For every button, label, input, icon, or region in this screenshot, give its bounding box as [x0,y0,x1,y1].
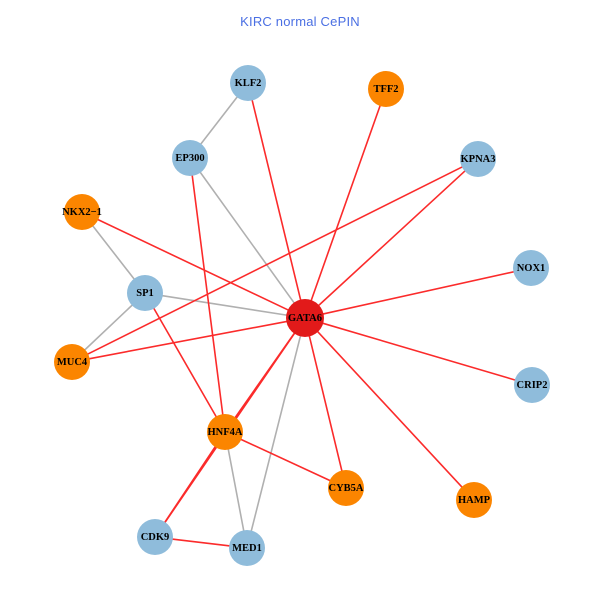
node-label: KPNA3 [461,154,496,165]
node-label: TFF2 [373,84,398,95]
node-label: CYB5A [328,483,363,494]
graph-edge [163,444,217,525]
graph-edge [250,333,302,534]
graph-edge [198,94,240,147]
graph-node[interactable]: KPNA3 [460,141,496,177]
node-circle[interactable] [456,482,492,518]
graph-edge [308,333,344,474]
graph-edge [320,270,517,316]
node-label: KLF2 [235,78,262,89]
graph-node[interactable]: MED1 [229,530,265,566]
node-circle[interactable] [460,141,496,177]
node-circle[interactable] [286,299,324,337]
node-label: GATA6 [288,313,322,324]
graph-edge [320,322,518,382]
graph-edge [95,218,291,312]
graph-node[interactable]: EP300 [172,140,208,176]
graph-node[interactable]: CDK9 [137,519,173,555]
graph-edge [86,320,290,360]
node-label: EP300 [175,153,204,164]
graph-edge [316,169,468,308]
node-circle[interactable] [127,275,163,311]
graph-node[interactable]: GATA6 [286,299,324,337]
node-circle[interactable] [172,140,208,176]
graph-node[interactable]: KLF2 [230,65,266,101]
graph-node[interactable]: NKX2−1 [62,194,102,230]
nodes-layer: GATA6 KLF2 TFF2 EP300 KPNA3 NKX2−1 NOX1 SP1 MUC4… [54,65,550,566]
graph-edge [160,294,290,317]
graph-node[interactable]: CRIP2 [514,367,550,403]
node-circle[interactable] [368,71,404,107]
node-label: MED1 [232,543,262,554]
node-label: CDK9 [141,532,170,543]
node-label: NKX2−1 [62,207,102,218]
graph-edge [238,437,333,483]
graph-edge [309,103,382,303]
graph-node[interactable]: NOX1 [513,250,549,286]
graph-edge [82,303,135,352]
graph-node[interactable]: TFF2 [368,71,404,107]
node-circle[interactable] [54,344,90,380]
node-circle[interactable] [229,530,265,566]
node-circle[interactable] [64,194,100,230]
graph-node[interactable]: CYB5A [328,470,364,506]
graph-node[interactable]: MUC4 [54,344,90,380]
graph-node[interactable]: SP1 [127,275,163,311]
node-circle[interactable] [207,414,243,450]
node-circle[interactable] [514,367,550,403]
page-title: KIRC normal CePIN [240,14,360,29]
graph-node[interactable]: HAMP [456,482,492,518]
graph-edge [85,165,465,356]
node-circle[interactable] [230,65,266,101]
node-label: NOX1 [517,263,546,274]
graph-edge [250,97,302,303]
node-label: MUC4 [57,357,88,368]
node-circle[interactable] [137,519,173,555]
graph-edge [170,538,232,547]
graph-node[interactable]: HNF4A [207,414,243,450]
node-circle[interactable] [513,250,549,286]
node-label: HNF4A [208,427,243,438]
graph-edge [315,329,464,490]
node-label: SP1 [136,288,154,299]
graph-edge [152,306,218,419]
node-circle[interactable] [328,470,364,506]
graph-edge [198,170,296,305]
graph-edge [233,331,297,420]
node-label: HAMP [458,495,491,506]
graph-edge [227,446,245,534]
node-label: CRIP2 [517,380,548,391]
graph-edge [91,223,136,282]
